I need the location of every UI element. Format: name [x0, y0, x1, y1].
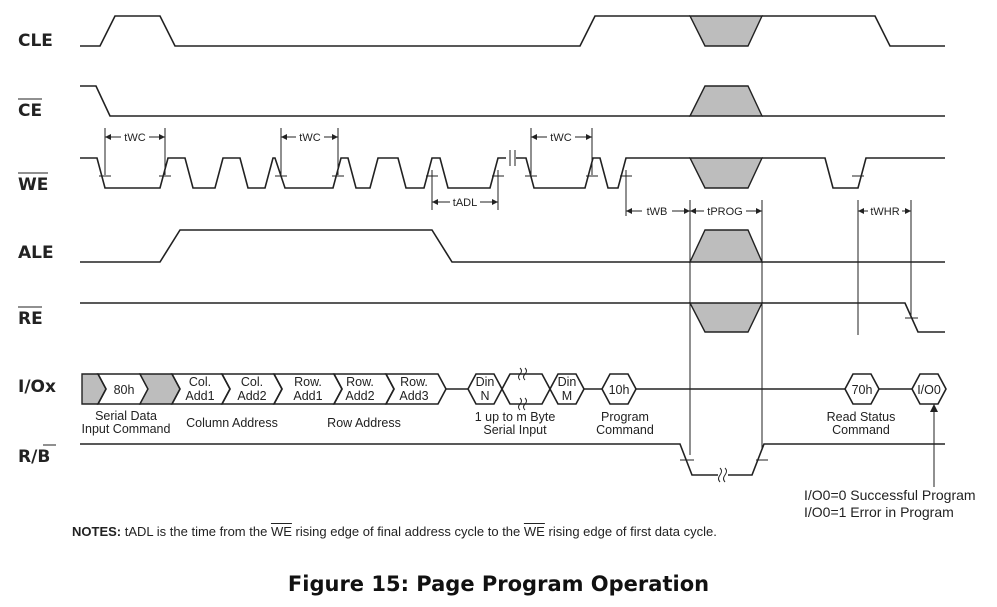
figure-caption: Figure 15: Page Program Operation [287, 572, 710, 596]
label-column-address: Column Address [186, 416, 278, 430]
io-text-io0: I/O0 [917, 383, 941, 397]
twc-label-2: tWC [299, 132, 320, 144]
rb-waveform [80, 443, 945, 476]
status-pointer-arrow [930, 404, 938, 412]
ce-waveform [80, 85, 945, 117]
io-text-10h: 10h [609, 383, 630, 397]
io-text-row2b: Add2 [345, 389, 374, 403]
io-text-col2a: Col. [241, 375, 263, 389]
signal-label-ale: ALE [18, 243, 54, 263]
ale-undefined-region [688, 229, 764, 263]
re-undefined-region [688, 302, 764, 333]
notes-we-2: WE [523, 524, 545, 539]
io-text-row3b: Add3 [399, 389, 428, 403]
twc-label-3: tWC [550, 132, 571, 144]
io-dont-care-start [81, 373, 107, 405]
io-text-din-n-b: N [480, 389, 489, 403]
label-read-status-1: Read Status [827, 410, 896, 424]
io-text-70h: 70h [852, 383, 873, 397]
label-serial-data-2: Input Command [82, 422, 171, 436]
io-text-row2a: Row. [346, 375, 374, 389]
io-text-row1b: Add1 [293, 389, 322, 403]
label-serial-data-1: Serial Data [95, 409, 157, 423]
io-text-row3a: Row. [400, 375, 428, 389]
cle-waveform [80, 15, 945, 47]
status-legend: I/O0=0 Successful Program I/O0=1 Error i… [804, 487, 976, 521]
signal-label-ce: CE [18, 101, 42, 121]
io-break-mark [518, 367, 527, 411]
label-program-1: Program [601, 410, 649, 424]
label-row-address: Row Address [327, 416, 401, 430]
notes-part3: rising edge of first data cycle. [548, 524, 717, 539]
notes-label: NOTES: [72, 524, 122, 539]
we-undefined-region [688, 157, 764, 189]
tadl-label-bg [450, 195, 480, 209]
signal-label-rb: R/B [18, 447, 50, 467]
signal-label-io: I/Ox [18, 377, 56, 397]
re-waveform [80, 302, 945, 333]
label-din-2: Serial Input [483, 423, 547, 437]
label-din-1: 1 up to m Byte [475, 410, 556, 424]
io-text-col1b: Add1 [185, 389, 214, 403]
ale-waveform [80, 229, 945, 263]
tadl-label: tADL [453, 197, 477, 209]
notes-part2: rising edge of final address cycle to th… [295, 524, 521, 539]
io-text-din-m-a: Din [558, 375, 577, 389]
io-cell-row-add3 [384, 373, 447, 405]
notes: NOTES: tADL is the time from the WE risi… [72, 524, 717, 539]
status-error-text: I/O0=1 Error in Program [804, 504, 954, 520]
we-waveform [80, 157, 945, 189]
io-text-din-m-b: M [562, 389, 572, 403]
notes-we-1: WE [270, 524, 292, 539]
twhr-label-bg [868, 204, 902, 218]
io-text-col2b: Add2 [237, 389, 266, 403]
twc-label-1: tWC [124, 132, 145, 144]
twc-2-label-bg [296, 130, 324, 144]
tprog-label-bg [704, 204, 746, 218]
signal-label-we: WE [18, 175, 48, 195]
cle-undefined-region [688, 15, 764, 47]
rb-break-mark [718, 467, 727, 483]
signal-label-re: RE [18, 309, 43, 329]
status-success-text: I/O0=0 Successful Program [804, 487, 976, 503]
label-read-status-2: Command [832, 423, 890, 437]
io-text-row1a: Row. [294, 375, 322, 389]
label-program-2: Command [596, 423, 654, 437]
twb-label: tWB [647, 206, 668, 218]
twb-label-bg [642, 204, 672, 218]
twhr-label: tWHR [870, 206, 899, 218]
notes-part1: tADL is the time from the [124, 524, 268, 539]
tprog-label: tPROG [707, 206, 742, 218]
ce-undefined-region [688, 85, 764, 117]
io-text-80h: 80h [114, 383, 135, 397]
io-text-din-n-a: Din [476, 375, 495, 389]
twc-3-label-bg [547, 130, 575, 144]
twc-1-label-bg [121, 130, 149, 144]
signal-label-cle: CLE [18, 31, 53, 51]
io-text-col1a: Col. [189, 375, 211, 389]
io-cell-io0 [911, 373, 947, 405]
